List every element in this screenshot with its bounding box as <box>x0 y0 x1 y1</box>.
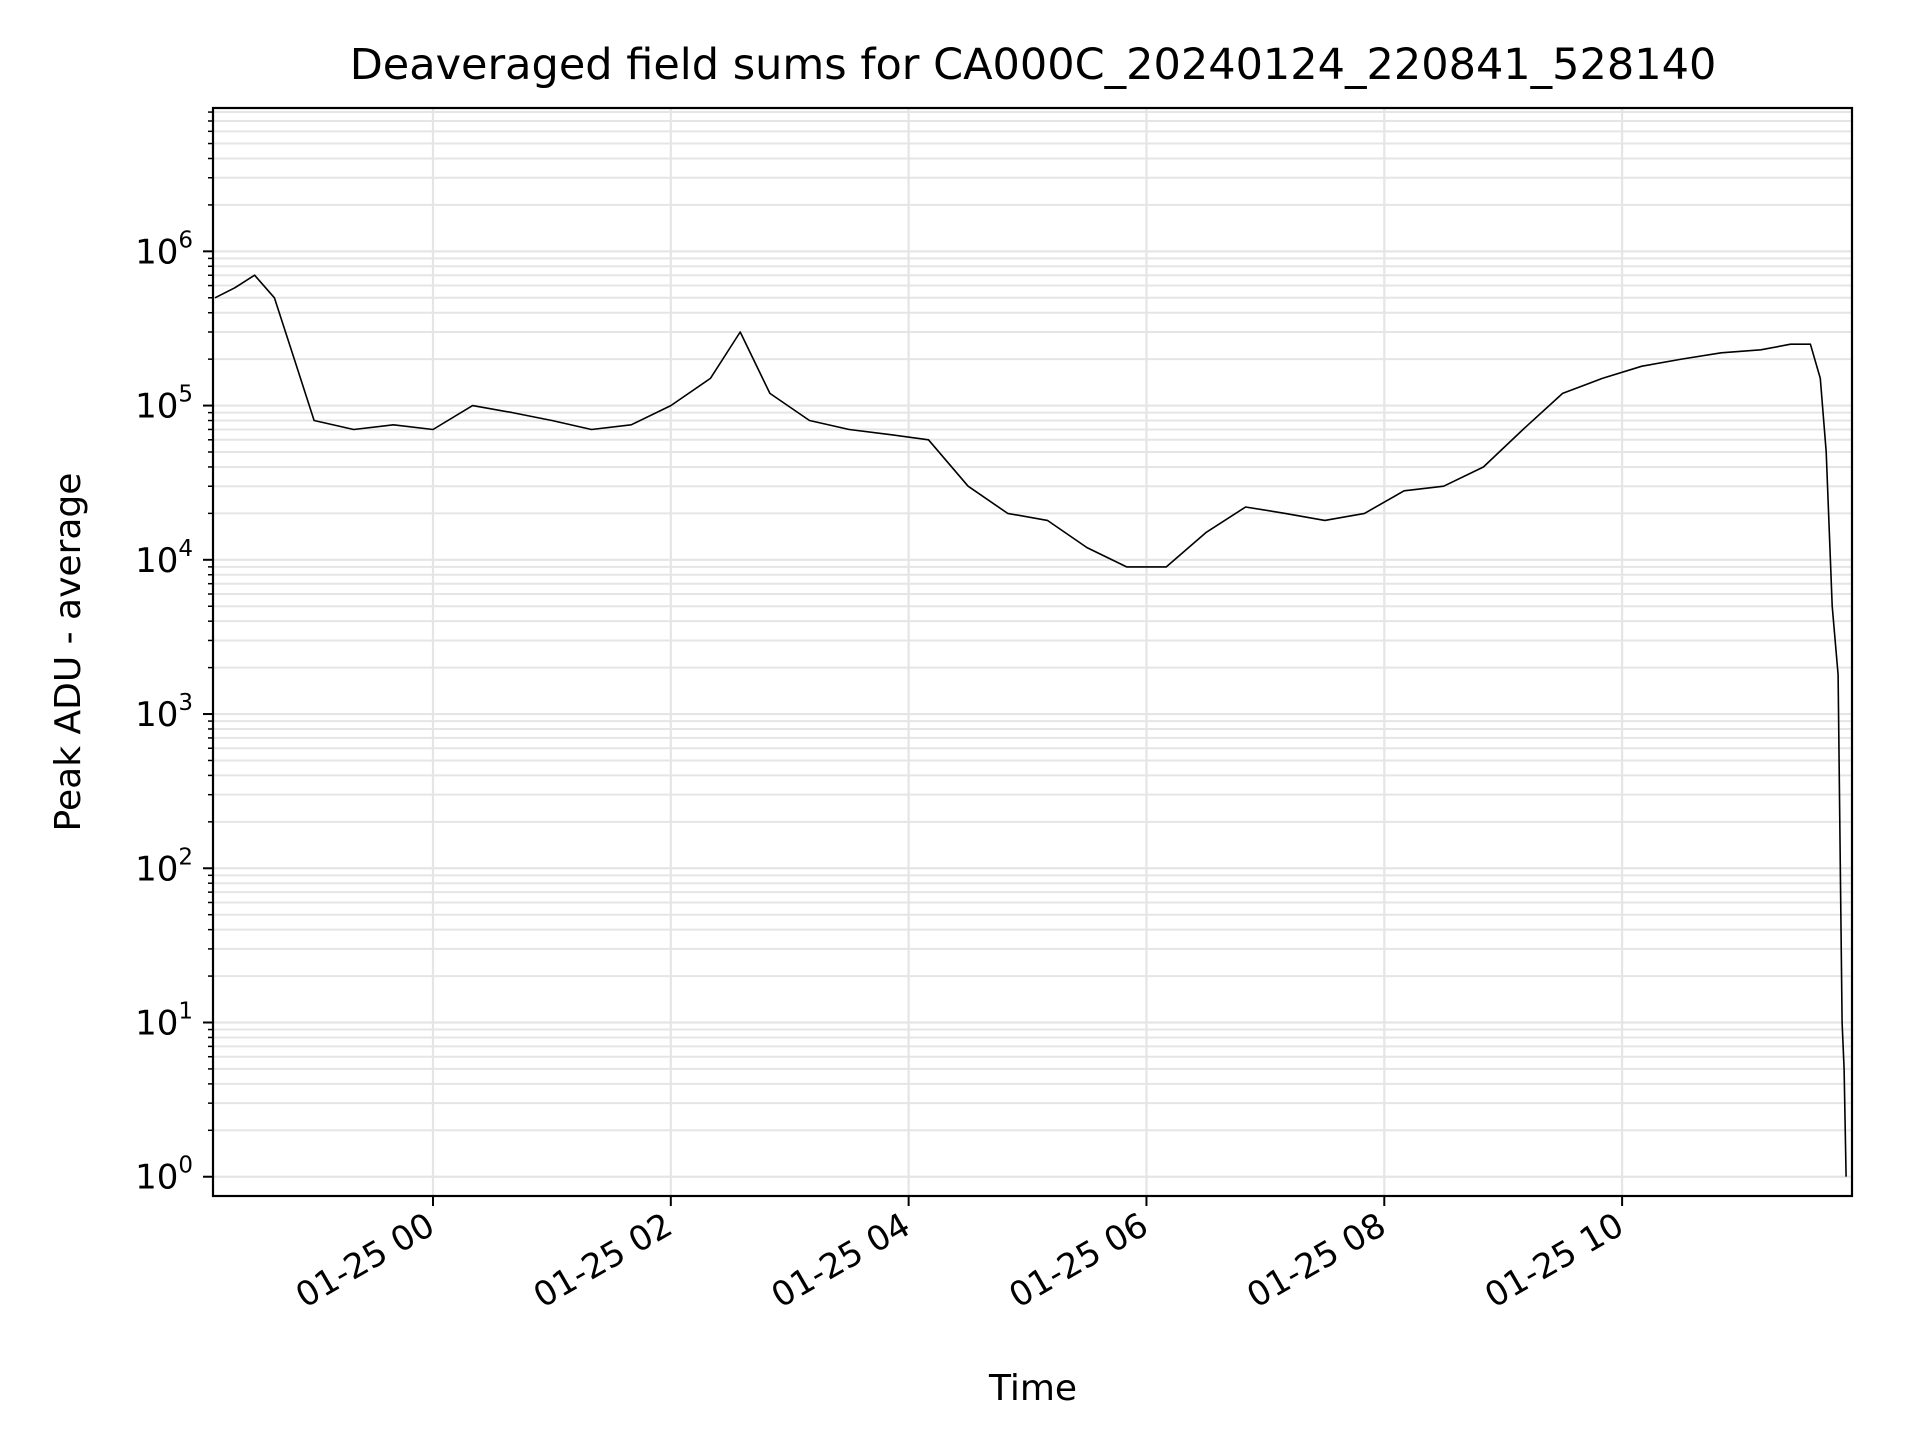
y-tick-label: 100 <box>135 1153 193 1198</box>
y-tick-exponent: 2 <box>178 844 193 870</box>
y-tick-exponent: 0 <box>178 1153 193 1179</box>
chart-title: Deaveraged field sums for CA000C_2024012… <box>350 40 1717 90</box>
y-tick-exponent: 3 <box>178 690 193 716</box>
y-tick-exponent: 6 <box>178 227 193 253</box>
x-axis-label: Time <box>988 1368 1077 1409</box>
y-tick-base: 10 <box>135 1003 178 1043</box>
y-tick-exponent: 4 <box>178 536 193 562</box>
y-axis-label: Peak ADU - average <box>48 473 89 832</box>
y-tick-base: 10 <box>135 849 178 889</box>
y-tick-exponent: 5 <box>178 382 193 408</box>
y-tick-label: 106 <box>135 227 193 272</box>
y-tick-base: 10 <box>135 387 178 427</box>
grid <box>213 108 1852 1196</box>
y-tick-base: 10 <box>135 541 178 581</box>
y-tick-exponent: 1 <box>178 998 193 1024</box>
y-tick-base: 10 <box>135 695 178 735</box>
y-tick-base: 10 <box>135 232 178 272</box>
y-tick-label: 103 <box>135 690 193 735</box>
series-line-0 <box>214 274 1847 1177</box>
series-group <box>214 274 1847 1177</box>
y-tick-base: 10 <box>135 1158 178 1198</box>
y-tick-label: 102 <box>135 844 193 889</box>
y-tick-label: 101 <box>135 998 193 1043</box>
y-tick-label: 104 <box>135 536 193 581</box>
y-tick-label: 105 <box>135 382 193 427</box>
plot-frame <box>211 106 1854 1198</box>
